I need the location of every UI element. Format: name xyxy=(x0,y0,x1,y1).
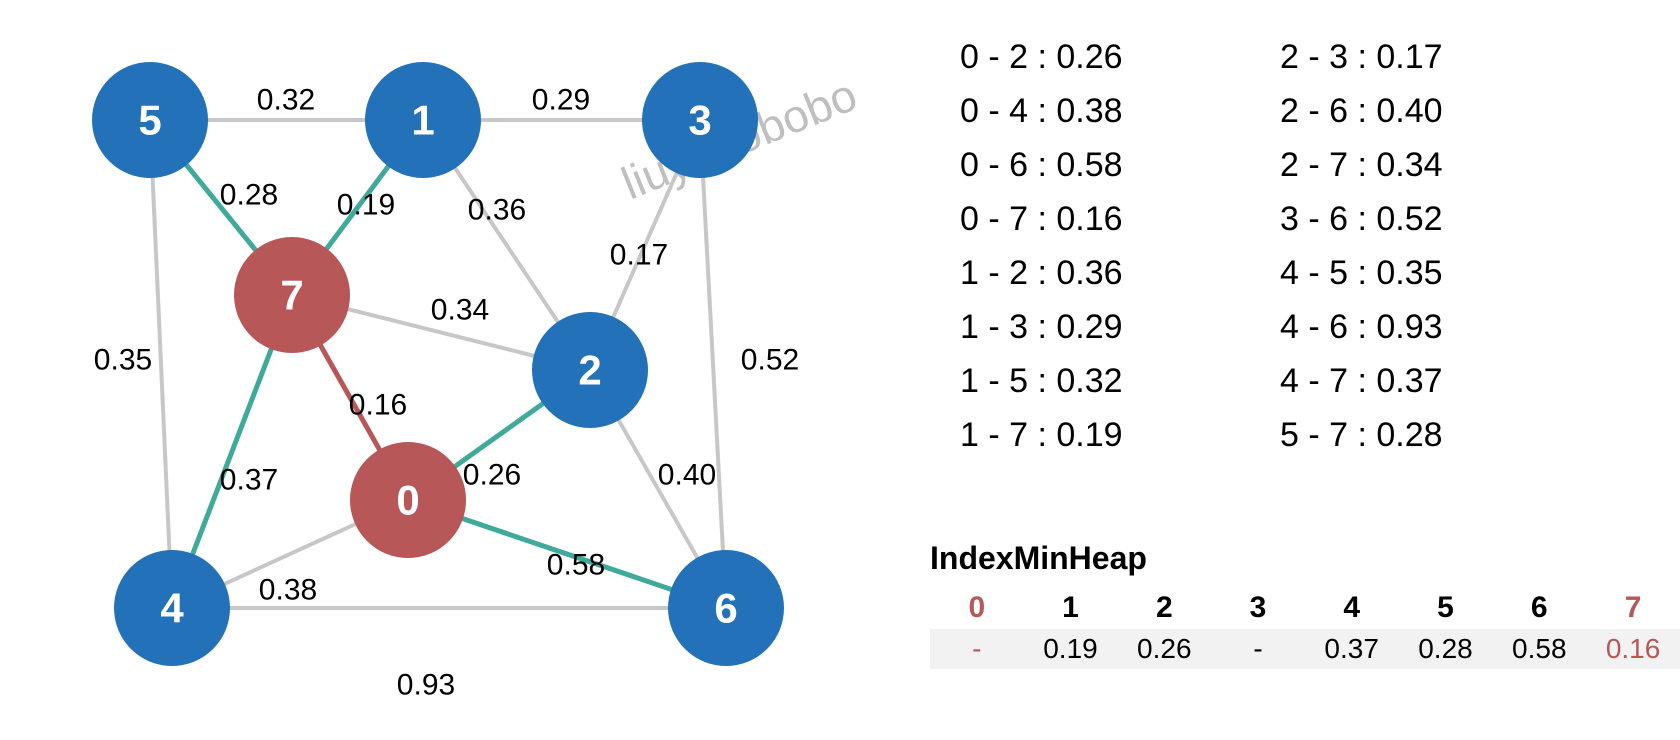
graph-node-label: 1 xyxy=(411,97,434,144)
heap-value-cell: - xyxy=(1211,629,1305,669)
edge-list-row: 4 - 7 : 0.37 xyxy=(1280,354,1443,408)
heap-header-row: 01234567 xyxy=(930,587,1680,629)
graph-edge-label: 0.38 xyxy=(259,574,317,607)
edge-list-row: 3 - 6 : 0.52 xyxy=(1280,192,1443,246)
edge-list-row: 0 - 4 : 0.38 xyxy=(960,84,1123,138)
edge-list-row: 1 - 5 : 0.32 xyxy=(960,354,1123,408)
graph-edge-label: 0.52 xyxy=(741,344,799,377)
edge-list-row: 1 - 2 : 0.36 xyxy=(960,246,1123,300)
graph-node-label: 3 xyxy=(688,97,711,144)
graph-edge-label: 0.29 xyxy=(532,84,590,117)
edge-list-row: 2 - 6 : 0.40 xyxy=(1280,84,1443,138)
graph-node-label: 5 xyxy=(138,97,161,144)
heap-title: IndexMinHeap xyxy=(930,540,1680,577)
edge-list-row: 5 - 7 : 0.28 xyxy=(1280,408,1443,462)
graph-edge-label: 0.32 xyxy=(257,84,315,117)
edge-list-row: 4 - 6 : 0.93 xyxy=(1280,300,1443,354)
index-min-heap-block: IndexMinHeap 01234567-0.190.26-0.370.280… xyxy=(930,540,1680,669)
graph-edge-label: 0.34 xyxy=(431,294,489,327)
edge-list-row: 1 - 7 : 0.19 xyxy=(960,408,1123,462)
heap-header-cell: 6 xyxy=(1492,587,1586,629)
heap-value-cell: 0.58 xyxy=(1492,629,1586,669)
heap-header-cell: 4 xyxy=(1305,587,1399,629)
graph-node-label: 0 xyxy=(396,477,419,524)
graph-edge-label: 0.93 xyxy=(397,669,455,702)
edge-list-row: 1 - 3 : 0.29 xyxy=(960,300,1123,354)
graph-edge-label: 0.37 xyxy=(220,464,278,497)
graph-edge-label: 0.36 xyxy=(468,194,526,227)
edge-list-row: 0 - 2 : 0.26 xyxy=(960,30,1123,84)
graph-svg: liuyubobobo012345670.320.290.280.190.360… xyxy=(0,0,870,740)
graph-node-label: 4 xyxy=(160,585,184,632)
heap-table: 01234567-0.190.26-0.370.280.580.16 xyxy=(930,587,1680,669)
edge-list-column-2: 2 - 3 : 0.172 - 6 : 0.402 - 7 : 0.343 - … xyxy=(1280,30,1443,462)
graph-node-label: 6 xyxy=(714,585,737,632)
heap-header-cell: 5 xyxy=(1399,587,1493,629)
heap-value-cell: 0.37 xyxy=(1305,629,1399,669)
heap-value-cell: 0.19 xyxy=(1024,629,1118,669)
graph-node-label: 7 xyxy=(280,272,303,319)
graph-edge xyxy=(150,120,172,608)
heap-header-cell: 7 xyxy=(1586,587,1680,629)
heap-value-cell: 0.28 xyxy=(1399,629,1493,669)
edge-list-row: 2 - 7 : 0.34 xyxy=(1280,138,1443,192)
graph-edge-label: 0.28 xyxy=(220,179,278,212)
heap-value-row: -0.190.26-0.370.280.580.16 xyxy=(930,629,1680,669)
graph-edge-label: 0.35 xyxy=(94,344,152,377)
heap-header-cell: 1 xyxy=(1024,587,1118,629)
graph-edge-label: 0.17 xyxy=(610,239,668,272)
edge-list-row: 0 - 7 : 0.16 xyxy=(960,192,1123,246)
graph-edge-label: 0.40 xyxy=(658,459,716,492)
graph-edge-label: 0.16 xyxy=(349,389,407,422)
heap-header-cell: 2 xyxy=(1117,587,1211,629)
edge-list-row: 2 - 3 : 0.17 xyxy=(1280,30,1443,84)
heap-value-cell: 0.16 xyxy=(1586,629,1680,669)
heap-value-cell: - xyxy=(930,629,1024,669)
edge-list-row: 4 - 5 : 0.35 xyxy=(1280,246,1443,300)
edge-list-row: 0 - 6 : 0.58 xyxy=(960,138,1123,192)
diagram-root: liuyubobobo012345670.320.290.280.190.360… xyxy=(0,0,1680,740)
heap-header-cell: 3 xyxy=(1211,587,1305,629)
graph-edge-label: 0.26 xyxy=(463,459,521,492)
edge-list-column-1: 0 - 2 : 0.260 - 4 : 0.380 - 6 : 0.580 - … xyxy=(960,30,1123,462)
graph-edge-label: 0.19 xyxy=(337,189,395,222)
heap-value-cell: 0.26 xyxy=(1117,629,1211,669)
graph-edge-label: 0.58 xyxy=(547,549,605,582)
heap-header-cell: 0 xyxy=(930,587,1024,629)
graph-node-label: 2 xyxy=(578,347,601,394)
graph-edge xyxy=(700,120,726,608)
